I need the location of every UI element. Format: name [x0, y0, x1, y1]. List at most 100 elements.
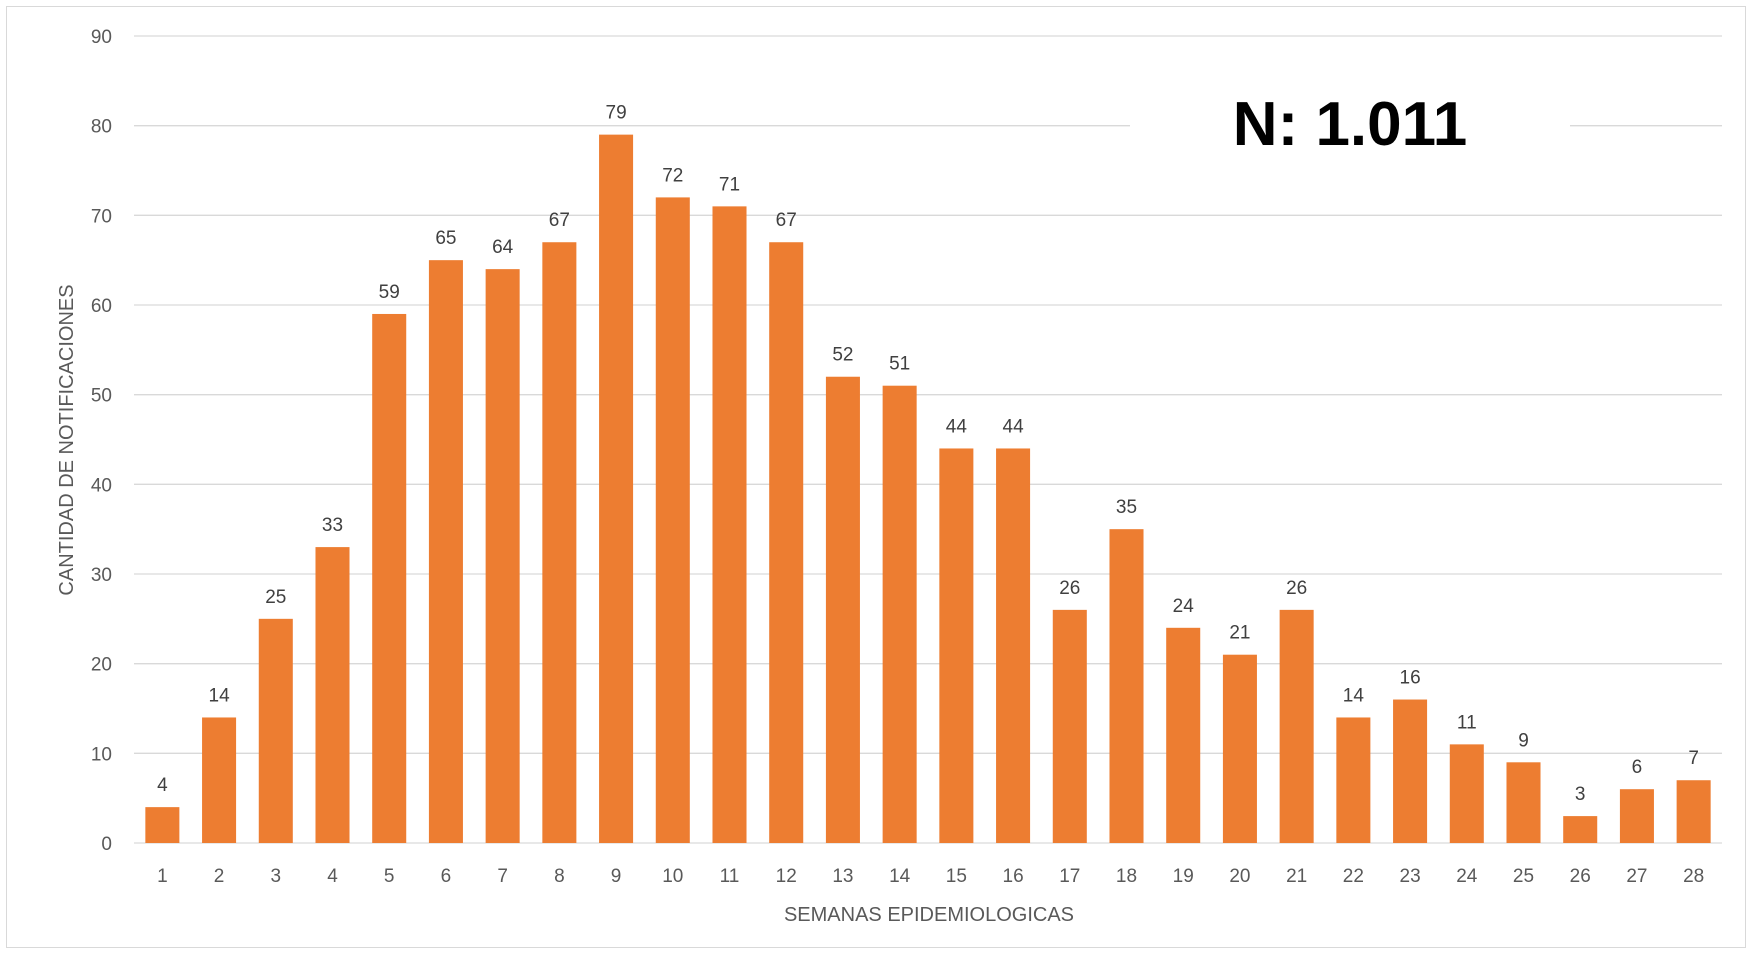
bar [1619, 789, 1654, 843]
annotation-background [1130, 88, 1570, 170]
bar [996, 448, 1031, 843]
x-tick-label: 22 [1343, 866, 1364, 887]
bar [202, 717, 237, 843]
x-tick-label: 8 [554, 866, 565, 887]
data-label: 9 [1518, 730, 1529, 751]
data-label: 59 [379, 282, 400, 303]
x-tick-label: 28 [1683, 866, 1704, 887]
x-tick-label: 2 [214, 866, 225, 887]
bar [769, 242, 804, 843]
x-tick-label: 16 [1003, 866, 1024, 887]
bar [315, 547, 350, 843]
x-tick-label: 24 [1456, 866, 1478, 887]
bar [712, 206, 747, 843]
x-tick-label: 9 [611, 866, 622, 887]
data-label: 4 [157, 775, 168, 796]
data-label: 3 [1575, 784, 1586, 805]
bar [1336, 717, 1371, 843]
bar [882, 385, 917, 843]
x-tick-label: 17 [1059, 866, 1080, 887]
bar [1052, 609, 1087, 843]
y-tick-label: 60 [91, 296, 112, 317]
x-tick-label: 20 [1229, 866, 1250, 887]
bar [258, 618, 293, 843]
data-label: 6 [1632, 757, 1643, 778]
x-tick-label: 11 [720, 866, 740, 887]
y-tick-label: 50 [91, 386, 112, 407]
bar [1279, 609, 1314, 843]
y-tick-label: 90 [91, 27, 112, 48]
bar [1506, 762, 1541, 843]
bar [485, 269, 520, 844]
x-tick-label: 7 [497, 866, 508, 887]
y-tick-labels: 0 10 20 30 40 50 60 70 80 90 [91, 27, 112, 855]
data-label: 14 [1343, 685, 1365, 706]
data-label: 52 [832, 345, 853, 366]
x-tick-label: 4 [327, 866, 338, 887]
y-tick-label: 0 [101, 834, 112, 855]
bar [428, 260, 463, 844]
x-tick-label: 3 [270, 866, 281, 887]
x-tick-label: 1 [157, 866, 168, 887]
x-tick-label: 26 [1570, 866, 1591, 887]
data-label: 44 [1003, 416, 1025, 437]
y-tick-label: 70 [91, 206, 112, 227]
bars [145, 134, 1711, 844]
data-label: 16 [1400, 668, 1421, 689]
x-tick-label: 5 [384, 866, 395, 887]
y-tick-label: 20 [91, 655, 112, 676]
x-tick-label: 10 [662, 866, 683, 887]
data-label: 26 [1059, 578, 1080, 599]
y-tick-label: 80 [91, 117, 112, 138]
bar [1449, 744, 1484, 843]
data-label: 65 [435, 228, 456, 249]
x-tick-label: 18 [1116, 866, 1137, 887]
data-label: 67 [776, 210, 797, 231]
bar [825, 376, 860, 843]
data-label: 44 [946, 416, 968, 437]
bar [1222, 654, 1257, 843]
y-axis-title: CANTIDAD DE NOTIFICACIONES [56, 284, 78, 595]
x-tick-label: 12 [776, 866, 797, 887]
y-tick-label: 40 [91, 475, 112, 496]
bar [372, 313, 407, 843]
data-label: 7 [1688, 748, 1699, 769]
data-label: 24 [1173, 596, 1195, 617]
x-tick-label: 13 [832, 866, 853, 887]
y-tick-label: 10 [91, 744, 112, 765]
x-tick-label: 14 [889, 866, 911, 887]
data-label: 64 [492, 237, 514, 258]
x-tick-label: 23 [1400, 866, 1421, 887]
data-label: 14 [209, 685, 231, 706]
x-tick-label: 27 [1626, 866, 1647, 887]
data-label: 21 [1229, 623, 1250, 644]
data-label: 79 [606, 103, 627, 124]
x-tick-label: 19 [1173, 866, 1194, 887]
data-label: 35 [1116, 497, 1137, 518]
bar [655, 197, 690, 843]
data-label: 71 [719, 174, 740, 195]
x-tick-label: 15 [946, 866, 967, 887]
bar [145, 807, 180, 843]
data-label: 51 [889, 354, 910, 375]
y-tick-label: 30 [91, 565, 112, 586]
data-label: 25 [265, 587, 286, 608]
x-tick-label: 25 [1513, 866, 1534, 887]
sample-size-annotation: N: 1.011 [1233, 90, 1467, 159]
x-tick-label: 21 [1286, 866, 1307, 887]
x-axis-title: SEMANAS EPIDEMIOLOGICAS [784, 904, 1074, 926]
bar [599, 134, 634, 844]
bar [1393, 699, 1428, 843]
bar [542, 242, 577, 843]
bar [939, 448, 974, 843]
bar [1166, 627, 1201, 843]
data-label: 26 [1286, 578, 1307, 599]
data-label: 67 [549, 210, 570, 231]
x-tick-label: 6 [441, 866, 452, 887]
bar [1676, 780, 1711, 843]
bar [1563, 816, 1598, 843]
data-label: 33 [322, 515, 343, 536]
x-tick-labels: 1 2 3 4 5 6 7 8 9 10 11 12 13 14 15 16 17 18 19 20 21 22 23 24 2… [157, 866, 1704, 887]
